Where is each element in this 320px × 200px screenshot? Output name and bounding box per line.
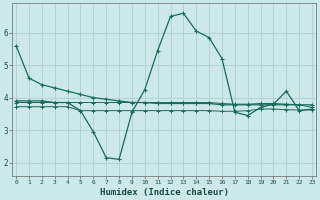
X-axis label: Humidex (Indice chaleur): Humidex (Indice chaleur): [100, 188, 228, 197]
